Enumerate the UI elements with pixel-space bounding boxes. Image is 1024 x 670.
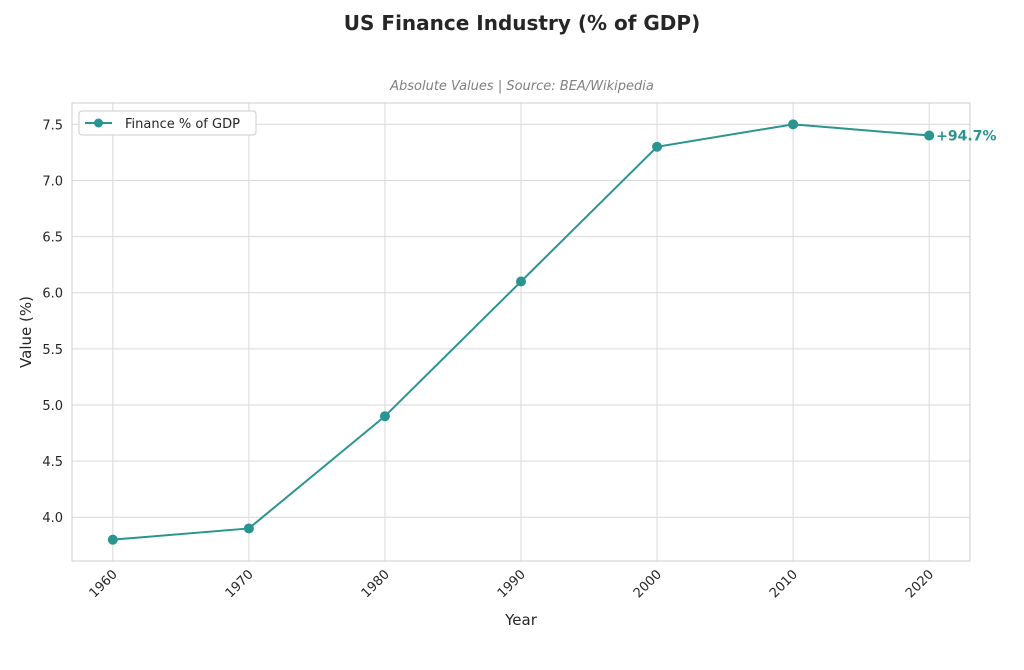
data-point — [652, 141, 663, 152]
legend-box — [78, 110, 257, 136]
data-point — [243, 523, 254, 534]
legend-label: Finance % of GDP — [125, 117, 240, 132]
x-tick-label: 1960 — [87, 567, 121, 601]
y-tick-label: 4.5 — [42, 455, 63, 470]
y-tick-label: 7.0 — [42, 174, 63, 189]
y-tick-label: 4.0 — [42, 511, 63, 526]
data-point — [379, 411, 390, 422]
data-point — [788, 119, 799, 130]
x-tick-label: 1980 — [359, 567, 393, 601]
x-tick-label: 2000 — [631, 567, 665, 601]
y-tick-label: 6.0 — [42, 287, 63, 302]
x-tick-label: 2010 — [767, 567, 801, 601]
x-tick-label: 1970 — [223, 567, 257, 601]
chart-title: US Finance Industry (% of GDP) — [344, 11, 700, 35]
plot-frame — [71, 102, 971, 562]
data-point — [924, 130, 935, 141]
x-axis-label: Year — [504, 611, 538, 629]
data-point — [107, 534, 118, 545]
y-axis-label: Value (%) — [17, 296, 35, 368]
legend-marker — [94, 118, 103, 128]
chart-subtitle: Absolute Values | Source: BEA/Wikipedia — [389, 79, 654, 94]
data-point — [516, 276, 526, 287]
x-tick-label: 2020 — [903, 567, 937, 601]
y-tick-label: 6.5 — [42, 231, 63, 246]
y-tick-label: 5.5 — [42, 343, 63, 358]
y-tick-label: 7.5 — [42, 118, 63, 133]
legend: Finance % of GDP — [78, 110, 257, 136]
annotation-label: +94.7% — [936, 129, 996, 145]
y-tick-label: 5.0 — [42, 399, 63, 414]
x-tick-label: 1990 — [495, 567, 529, 601]
